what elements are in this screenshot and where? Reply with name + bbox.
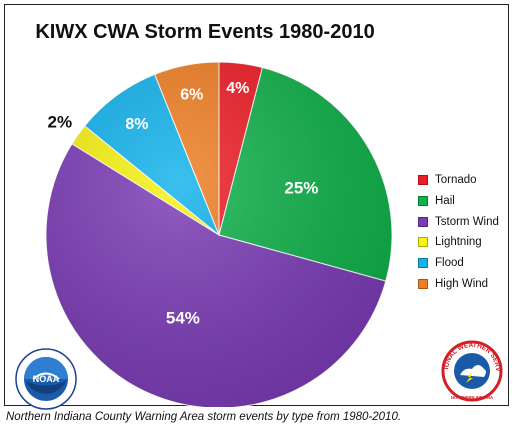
legend: Tornado Hail Tstorm Wind Lightning Flood High… [418,170,499,294]
data-label-hail: 25% [284,178,318,197]
noaa-logo: NOAA [15,348,77,410]
nws-logo: NATIONAL WEATHER SERVICE NORTHERN INDIAN… [440,339,503,402]
legend-swatch [418,175,428,186]
legend-item-tornado: Tornado [418,170,499,191]
figure-caption: Northern Indiana County Warning Area sto… [6,411,402,423]
legend-swatch [418,278,428,289]
legend-item-high-wind: High Wind [418,273,499,294]
nws-logo-subtext: NORTHERN INDIANA [451,395,493,400]
legend-label: Flood [435,257,464,270]
legend-label: Lightning [435,236,482,249]
pie-slices [45,61,393,407]
pie-labels: 4% 25% 54% 2% 8% 6% [48,80,319,327]
legend-label: Tstorm Wind [435,215,499,228]
legend-swatch [418,196,428,207]
data-label-high-wind: 6% [180,87,203,104]
legend-label: Hail [435,195,455,208]
data-label-tornado: 4% [226,80,249,97]
legend-item-tstorm-wind: Tstorm Wind [418,211,499,232]
legend-item-lightning: Lightning [418,232,499,253]
data-label-tstorm-wind: 54% [166,308,200,327]
data-label-lightning: 2% [48,113,73,132]
data-label-flood: 8% [125,116,148,133]
chart-title: KIWX CWA Storm Events 1980-2010 [35,21,375,43]
chart-frame: KIWX CWA Storm Events 1980-2010 4% 25% 54%… [4,4,509,410]
legend-item-flood: Flood [418,253,499,274]
legend-swatch [418,258,428,269]
legend-label: High Wind [435,277,489,290]
noaa-logo-text: NOAA [33,374,60,384]
legend-label: Tornado [435,174,477,187]
legend-swatch [418,237,428,248]
legend-swatch [418,216,428,227]
legend-item-hail: Hail [418,191,499,212]
